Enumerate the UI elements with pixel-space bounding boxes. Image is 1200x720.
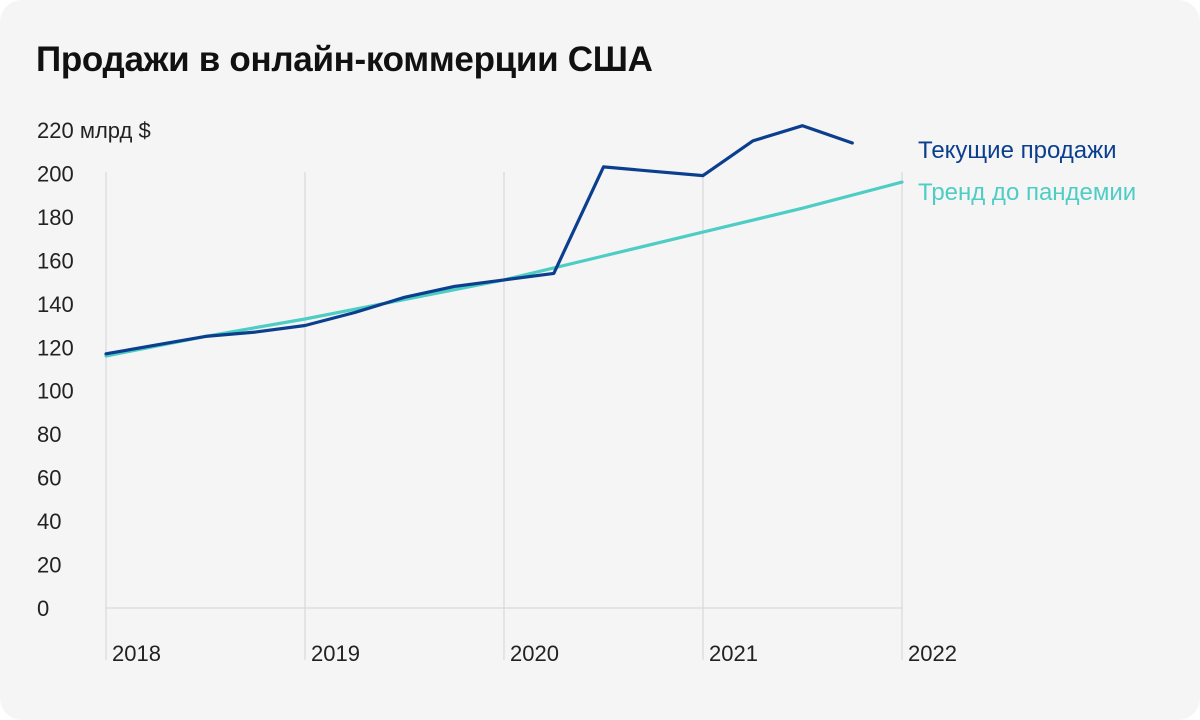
x-tick-label-2021: 2021 [709, 641, 758, 666]
y-tick-label-200: 200 [37, 161, 74, 186]
x-tick-label-2019: 2019 [311, 641, 360, 666]
x-tick-label-2020: 2020 [510, 641, 559, 666]
x-tick-label-2018: 2018 [112, 641, 161, 666]
y-axis-unit-label: 220 млрд $ [37, 118, 151, 143]
y-tick-label-120: 120 [37, 335, 74, 360]
y-tick-label-160: 160 [37, 248, 74, 273]
y-tick-label-40: 40 [37, 509, 61, 534]
y-tick-label-80: 80 [37, 422, 61, 447]
y-tick-label-100: 100 [37, 379, 74, 404]
chart-title: Продажи в онлайн-коммерции США [36, 40, 653, 79]
y-tick-label-0: 0 [37, 596, 49, 621]
x-tick-label-2022: 2022 [908, 641, 957, 666]
legend-label-current-sales: Текущие продажи [918, 137, 1117, 164]
y-tick-label-180: 180 [37, 205, 74, 230]
y-tick-label-140: 140 [37, 292, 74, 317]
legend-label-pre-pandemic-trend: Тренд до пандемии [918, 179, 1136, 206]
y-tick-label-20: 20 [37, 553, 61, 578]
series-line-current-sales [104, 124, 854, 356]
y-tick-label-60: 60 [37, 466, 61, 491]
